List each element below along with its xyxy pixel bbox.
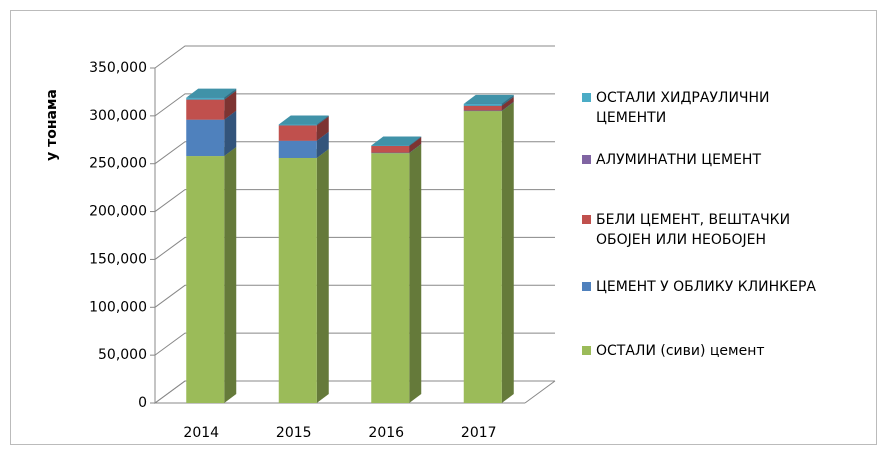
x-tick-label: 2015 bbox=[276, 425, 312, 441]
y-tick-label: 0 bbox=[138, 395, 147, 411]
bar-segment bbox=[278, 125, 317, 141]
legend-item: ОСТАЛИ ХИДРАУЛИЧНИ ЦЕМЕНТИ bbox=[582, 88, 770, 128]
bar-side bbox=[316, 131, 329, 158]
bar-top bbox=[371, 136, 422, 146]
legend-swatch bbox=[582, 215, 591, 224]
bar-segment bbox=[186, 119, 225, 157]
y-tick-label: 350,000 bbox=[89, 60, 147, 76]
legend-item: АЛУМИНАТНИ ЦЕМЕНТ bbox=[582, 150, 761, 170]
grid-line bbox=[154, 380, 555, 404]
y-tick-label: 150,000 bbox=[89, 251, 147, 267]
grid-line bbox=[154, 284, 555, 308]
y-tick-label: 200,000 bbox=[89, 204, 147, 220]
bar-segment bbox=[371, 153, 410, 403]
bar-segment bbox=[278, 124, 317, 126]
y-tick-label: 250,000 bbox=[89, 156, 147, 172]
legend-swatch bbox=[582, 155, 591, 164]
bar-top bbox=[186, 88, 237, 98]
bar-side bbox=[224, 147, 237, 403]
legend-label: ОСТАЛИ (сиви) цемент bbox=[596, 343, 765, 359]
bar-side bbox=[224, 88, 237, 100]
bar-side bbox=[501, 101, 514, 112]
bar-segment bbox=[186, 97, 225, 100]
bar-side bbox=[409, 136, 422, 147]
bar-top bbox=[278, 115, 329, 125]
bar-segment bbox=[278, 140, 317, 158]
bar-segment bbox=[278, 157, 317, 403]
bar-segment bbox=[463, 103, 502, 106]
grid-line bbox=[154, 236, 555, 260]
bar-side bbox=[224, 110, 237, 157]
legend-label: БЕЛИ ЦЕМЕНТ, ВЕШТАЧКИ ОБОЈЕН ИЛИ НЕОБОЈЕ… bbox=[596, 212, 791, 248]
grid-line bbox=[154, 189, 555, 212]
bar-side bbox=[316, 148, 329, 403]
y-tick-label: 50,000 bbox=[98, 347, 147, 363]
bar-segment bbox=[371, 146, 410, 153]
bar-side bbox=[501, 102, 514, 404]
x-tick-label: 2014 bbox=[183, 425, 219, 441]
legend-swatch bbox=[582, 346, 591, 355]
bar-side bbox=[316, 115, 329, 126]
bar-segment bbox=[463, 111, 502, 404]
bar-side bbox=[316, 116, 329, 141]
bar-segment bbox=[186, 99, 225, 120]
bar-side bbox=[224, 90, 237, 120]
legend-swatch bbox=[582, 282, 591, 291]
y-axis-label: у тонама bbox=[44, 89, 60, 161]
grid-line bbox=[154, 45, 555, 69]
bar-side bbox=[501, 96, 514, 111]
bar-side bbox=[501, 94, 514, 106]
legend-item: ОСТАЛИ (сиви) цемент bbox=[582, 341, 765, 361]
bar-side bbox=[409, 137, 422, 153]
y-tick-label: 300,000 bbox=[89, 108, 147, 124]
x-tick-label: 2016 bbox=[368, 425, 404, 441]
legend-swatch bbox=[582, 93, 591, 102]
axis bbox=[524, 380, 556, 404]
bar-top bbox=[463, 94, 514, 104]
bar-segment bbox=[463, 105, 502, 111]
legend-item: БЕЛИ ЦЕМЕНТ, ВЕШТАЧКИ ОБОЈЕН ИЛИ НЕОБОЈЕ… bbox=[582, 210, 790, 250]
legend-label: АЛУМИНАТНИ ЦЕМЕНТ bbox=[596, 152, 762, 168]
legend-item: ЦЕМЕНТ У ОБЛИКУ КЛИНКЕРА bbox=[582, 277, 816, 297]
grid-line bbox=[154, 332, 555, 356]
grid-line bbox=[154, 141, 555, 165]
chart-frame bbox=[10, 10, 877, 445]
bar-side bbox=[409, 144, 422, 403]
legend-label: ОСТАЛИ ХИДРАУЛИЧНИ ЦЕМЕНТИ bbox=[596, 90, 770, 126]
legend-label: ЦЕМЕНТ У ОБЛИКУ КЛИНКЕРА bbox=[596, 279, 816, 295]
bar-side bbox=[409, 143, 422, 154]
grid-line bbox=[154, 93, 555, 117]
x-tick-label: 2017 bbox=[461, 425, 497, 441]
bar-segment bbox=[186, 156, 225, 403]
y-tick-label: 100,000 bbox=[89, 299, 147, 315]
